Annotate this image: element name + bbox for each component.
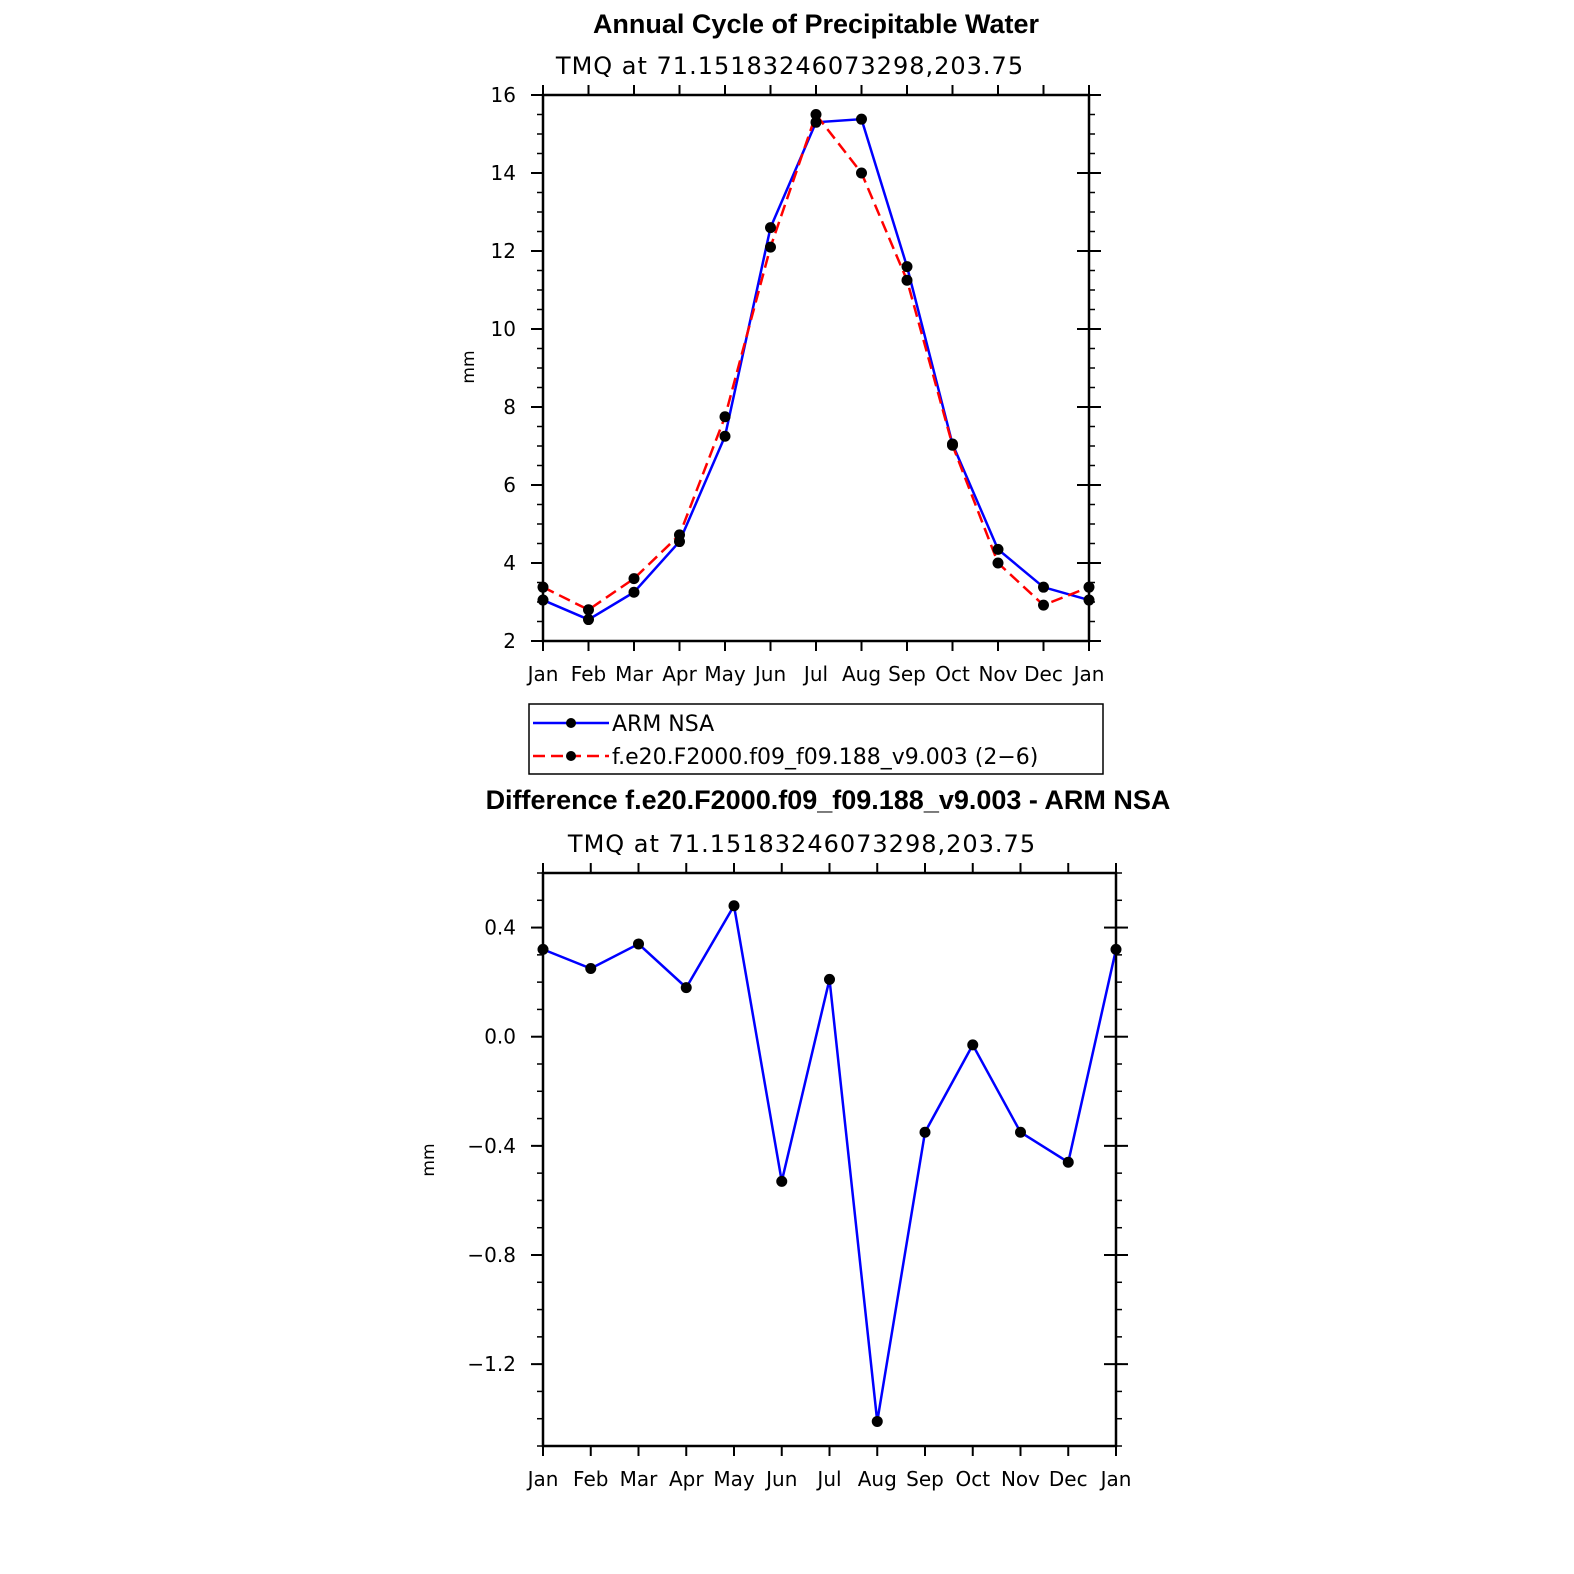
- data-point: [1015, 1126, 1026, 1138]
- data-point: [856, 113, 867, 125]
- data-point: [947, 439, 958, 451]
- series-lines: [542, 111, 1090, 621]
- data-point: [1038, 599, 1049, 611]
- x-tick-label: Feb: [573, 1467, 608, 1491]
- data-point: [776, 1175, 788, 1187]
- x-tick-label: Dec: [1049, 1467, 1088, 1491]
- y-tick-label: 8: [503, 395, 516, 419]
- legend-marker: [566, 751, 576, 761]
- data-point: [871, 1415, 883, 1427]
- x-tick-label: Sep: [888, 662, 926, 686]
- data-point: [719, 430, 731, 442]
- x-tick-label: Jan: [1099, 1467, 1132, 1491]
- plot-frame: [541, 93, 1091, 643]
- data-point: [992, 557, 1004, 569]
- x-tick-label: Nov: [1001, 1467, 1040, 1491]
- y-axis-label: mm: [459, 350, 479, 383]
- x-tick-label: Mar: [615, 662, 654, 686]
- y-tick-label: −1.2: [467, 1352, 516, 1376]
- y-tick-label: 0.0: [484, 1025, 516, 1049]
- axis-ticks: Jan Feb Mar Apr May Jun Jul Aug Sep Oct Nov Dec Jan −…: [467, 863, 1131, 1491]
- data-point: [901, 261, 913, 273]
- x-tick-label: Apr: [669, 1467, 704, 1491]
- series-points: [537, 900, 1122, 1427]
- x-tick-label: Jul: [802, 662, 828, 686]
- y-tick-label: 2: [503, 629, 516, 653]
- data-point: [674, 529, 685, 541]
- series-line-1: [542, 111, 1090, 612]
- x-tick-label: Jan: [526, 662, 559, 686]
- legend-entry-model: f.e20.F2000.f09_f09.188_v9.003 (2−6): [533, 745, 1038, 770]
- data-point: [633, 938, 644, 950]
- data-point: [583, 614, 594, 626]
- chart-title: Annual Cycle of Precipitable Water: [593, 9, 1040, 39]
- y-tick-label: 14: [491, 161, 516, 185]
- y-axis-label: mm: [419, 1143, 439, 1176]
- y-tick-label: 16: [491, 83, 516, 107]
- series-line-0: [542, 117, 1090, 621]
- x-tick-label: Jan: [1072, 662, 1105, 686]
- difference-chart: Difference f.e20.F2000.f09_f09.188_v9.00…: [419, 785, 1170, 1491]
- y-tick-label: −0.4: [467, 1134, 516, 1158]
- x-tick-label: Jul: [815, 1467, 841, 1491]
- data-point: [810, 116, 822, 128]
- data-point: [719, 411, 731, 423]
- chart-subtitle: TMQ at 71.15183246073298,203.75: [567, 830, 1036, 858]
- y-tick-label: 4: [503, 551, 516, 575]
- x-tick-label: Aug: [842, 662, 881, 686]
- legend-entry-arm-nsa: ARM NSA: [533, 712, 714, 737]
- data-point: [680, 982, 692, 994]
- x-tick-label: Apr: [662, 662, 697, 686]
- x-tick-label: Oct: [935, 662, 970, 686]
- data-point: [765, 222, 776, 234]
- x-tick-label: Sep: [906, 1467, 944, 1491]
- axis-ticks: Jan Feb Mar Apr May Jun Jul Aug Sep Oct Nov Dec Jan 2…: [491, 83, 1105, 686]
- chart-subtitle: TMQ at 71.15183246073298,203.75: [555, 52, 1024, 80]
- x-tick-label: Nov: [978, 662, 1017, 686]
- data-point: [856, 167, 867, 179]
- plot-frame: [541, 871, 1118, 1448]
- y-tick-label: 12: [491, 239, 516, 263]
- data-point: [810, 109, 822, 120]
- data-point: [765, 241, 776, 253]
- data-point: [824, 973, 835, 985]
- x-tick-label: Dec: [1024, 662, 1063, 686]
- data-point: [901, 274, 913, 286]
- y-tick-label: 6: [503, 473, 516, 497]
- data-point: [583, 604, 594, 616]
- x-tick-label: May: [713, 1467, 755, 1491]
- data-point: [628, 586, 640, 598]
- x-tick-label: Aug: [858, 1467, 897, 1491]
- x-tick-label: Jun: [764, 1467, 797, 1491]
- x-tick-label: Oct: [955, 1467, 990, 1491]
- legend-box: [528, 703, 1104, 775]
- x-tick-label: May: [704, 662, 746, 686]
- chart-title: Difference f.e20.F2000.f09_f09.188_v9.00…: [486, 785, 1171, 815]
- series-points: [537, 109, 1095, 626]
- data-point: [585, 963, 597, 974]
- legend-label: f.e20.F2000.f09_f09.188_v9.003 (2−6): [612, 745, 1038, 770]
- x-tick-label: Jan: [526, 1467, 559, 1491]
- data-point: [967, 1039, 979, 1051]
- x-tick-label: Feb: [571, 662, 606, 686]
- annual-cycle-chart: Annual Cycle of Precipitable Water TMQ a…: [459, 9, 1105, 775]
- data-point: [1062, 1156, 1074, 1168]
- data-point: [728, 900, 740, 912]
- data-point: [919, 1126, 931, 1138]
- data-point: [992, 543, 1004, 555]
- data-point: [1038, 581, 1049, 593]
- legend: ARM NSA f.e20.F2000.f09_f09.188_v9.003 (…: [528, 703, 1104, 775]
- x-tick-label: Mar: [620, 1467, 659, 1491]
- data-point: [628, 573, 640, 585]
- legend-label: ARM NSA: [612, 712, 714, 737]
- x-tick-label: Jun: [753, 662, 786, 686]
- legend-marker: [566, 718, 576, 728]
- y-tick-label: 0.4: [484, 916, 516, 940]
- y-tick-label: 10: [491, 317, 516, 341]
- y-tick-label: −0.8: [467, 1243, 516, 1267]
